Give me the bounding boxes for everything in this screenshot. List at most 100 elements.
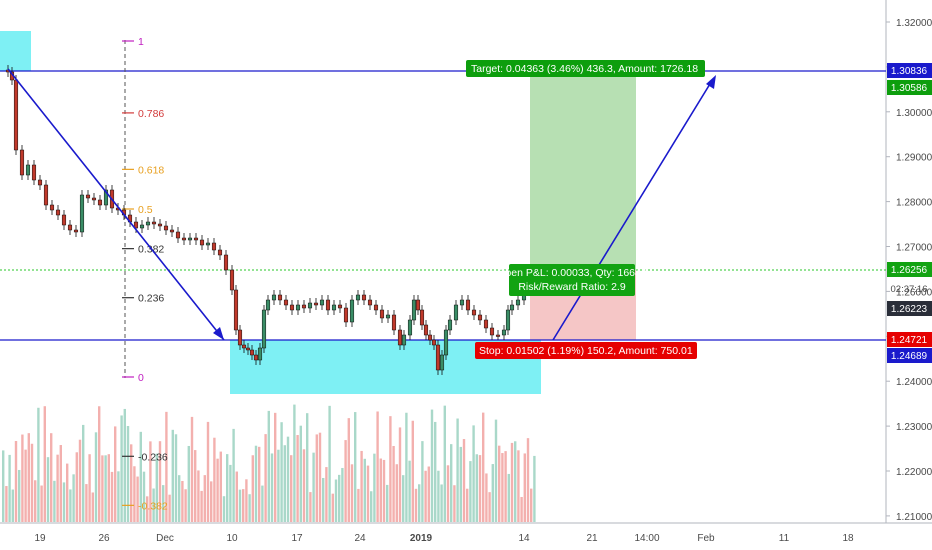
volume-bar: [328, 405, 331, 522]
volume-bar: [488, 492, 491, 522]
date-label: 14: [518, 533, 530, 544]
price-tag-upper-text: 1.30586: [891, 83, 928, 94]
volume-bar: [462, 439, 466, 522]
candle-body: [19, 149, 25, 176]
volume-bar: [408, 460, 411, 522]
pnl-label-box[interactable]: [509, 264, 635, 296]
candle-body: [199, 239, 205, 246]
candle-body: [55, 209, 61, 216]
volume-bar: [242, 489, 245, 522]
candle-body: [145, 221, 151, 226]
candle-body: [407, 319, 413, 336]
volume-bar: [360, 450, 363, 522]
volume-bar: [194, 450, 197, 522]
volume-bar: [469, 461, 472, 522]
volume-bar: [446, 465, 450, 522]
candle-body: [271, 294, 277, 301]
volume-bar: [91, 492, 94, 522]
candle-body: [483, 319, 489, 329]
volume-bar: [8, 454, 11, 522]
volume-bar: [526, 438, 530, 522]
volume-bar: [398, 427, 402, 522]
time-axis[interactable]: 19 26 Dec 10 17 24 2019 14 21 14:00 Feb 11 18: [34, 533, 854, 544]
volume-bar: [494, 419, 498, 522]
candle-body: [379, 309, 385, 319]
volume-bar: [206, 421, 210, 522]
candle-body: [169, 229, 175, 233]
projection-arrow-line[interactable]: [552, 78, 714, 341]
price-tag-current-text: 1.26256: [891, 265, 928, 276]
candle-body: [471, 309, 477, 316]
volume-bar: [437, 470, 440, 522]
volume-bar: [520, 496, 523, 522]
candle-body: [103, 189, 109, 206]
volume-bar: [290, 455, 293, 522]
volume-bar: [174, 434, 178, 522]
volume-bar: [456, 418, 459, 522]
volume-bar: [350, 464, 354, 522]
volume-bar: [30, 443, 34, 522]
price-tick-label: 1.21000: [896, 512, 932, 523]
volume-bar: [430, 409, 434, 522]
candle-body: [355, 294, 361, 301]
volume-bar: [56, 454, 59, 522]
cyan-top-zone: [0, 31, 31, 71]
volume-bar: [171, 429, 174, 522]
volume-bar: [133, 466, 136, 522]
candle-body: [181, 237, 187, 241]
stop-label-text: Stop: 0.01502 (1.19%) 150.2, Amount: 750…: [479, 345, 693, 357]
volume-bar: [72, 474, 75, 522]
volume-bar: [82, 424, 85, 522]
volume-bar: [62, 482, 66, 522]
volume-bar: [149, 441, 152, 522]
price-tick-label: 1.30000: [896, 108, 932, 119]
volume-bar: [46, 457, 50, 522]
volume-bar: [453, 485, 456, 522]
date-label: Dec: [156, 533, 174, 544]
stop-label-box[interactable]: [475, 342, 697, 359]
candle-body: [139, 224, 145, 229]
volume-bar: [254, 445, 258, 522]
volume-bar: [226, 454, 229, 522]
downtrend-arrow-line[interactable]: [7, 68, 225, 341]
volume-bar: [379, 458, 382, 522]
volume-bar: [264, 434, 267, 522]
volume-bar: [354, 412, 357, 522]
volume-bar: [507, 473, 510, 522]
price-tag-stop: [887, 332, 932, 347]
volume-bar: [418, 484, 421, 522]
volume-bar: [286, 436, 290, 522]
volume-bar: [498, 445, 501, 522]
candle-body: [283, 299, 289, 306]
volume-bar: [402, 475, 405, 522]
target-label-box[interactable]: [466, 60, 705, 77]
price-tick-label: 1.27000: [896, 243, 932, 254]
volume-bar: [376, 411, 379, 522]
volume-bar: [517, 450, 520, 522]
fib-level-label: 0.786: [138, 108, 164, 120]
volume-bar: [158, 441, 162, 522]
date-label: Feb: [697, 533, 715, 544]
candle-body: [495, 334, 501, 337]
price-tick-label: 1.22000: [896, 467, 932, 478]
candle-body: [43, 184, 49, 206]
volume-bar: [2, 450, 5, 522]
volume-bar: [373, 453, 376, 522]
volume-bar: [69, 489, 72, 522]
volume-bar: [389, 416, 392, 522]
candle-body: [217, 249, 223, 256]
volume-bar: [18, 469, 21, 522]
volume-bar: [181, 480, 184, 522]
candle-body: [245, 347, 251, 351]
volume-bar: [85, 484, 88, 522]
price-tick-label: 1.29000: [896, 153, 932, 164]
fib-level-label: 0: [138, 372, 144, 384]
volume-bar: [53, 480, 56, 522]
volume-bar: [523, 453, 526, 522]
volume-bar: [530, 488, 533, 522]
volume-bar: [405, 412, 408, 522]
volume-bar: [347, 418, 350, 522]
volume-bar: [261, 485, 264, 522]
